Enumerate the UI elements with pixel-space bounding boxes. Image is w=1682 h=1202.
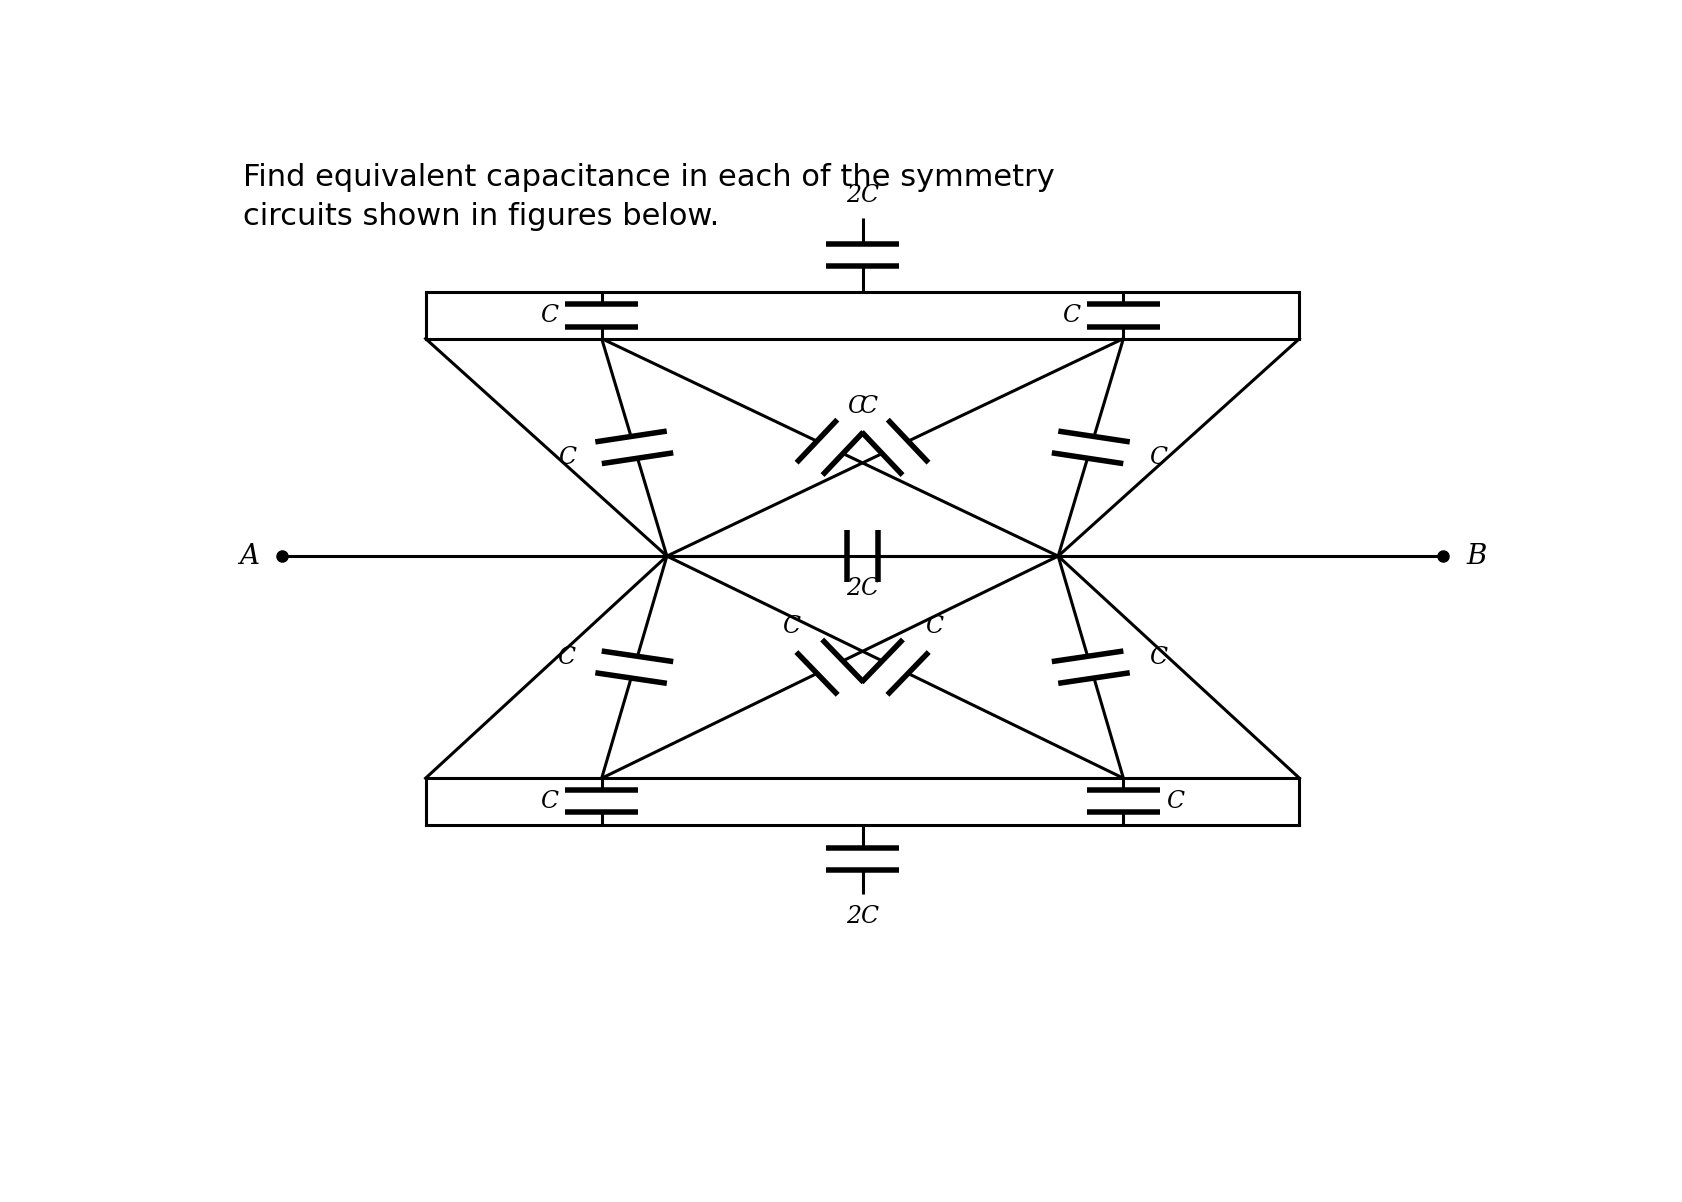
- Text: A: A: [239, 542, 259, 570]
- Text: C: C: [540, 304, 558, 327]
- Text: circuits shown in figures below.: circuits shown in figures below.: [242, 202, 718, 231]
- Text: C: C: [848, 395, 865, 418]
- Text: C: C: [1166, 790, 1184, 813]
- Text: C: C: [782, 615, 799, 638]
- Text: Find equivalent capacitance in each of the symmetry: Find equivalent capacitance in each of t…: [242, 162, 1055, 192]
- Text: C: C: [1149, 645, 1167, 668]
- Text: 2C: 2C: [846, 905, 878, 928]
- Text: C: C: [540, 790, 558, 813]
- Text: 2C: 2C: [846, 184, 878, 207]
- Text: C: C: [1149, 446, 1167, 469]
- Text: 2C: 2C: [846, 577, 878, 600]
- Text: C: C: [925, 615, 942, 638]
- Text: C: C: [1061, 304, 1080, 327]
- Text: C: C: [557, 446, 575, 469]
- Text: B: B: [1465, 542, 1485, 570]
- Text: C: C: [557, 645, 575, 668]
- Text: C: C: [860, 395, 876, 418]
